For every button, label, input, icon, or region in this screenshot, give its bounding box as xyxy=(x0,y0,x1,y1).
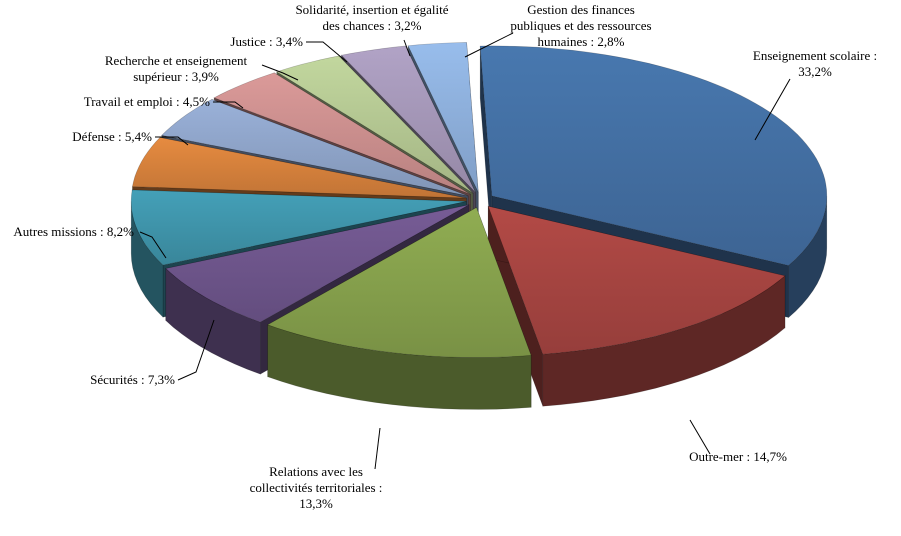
slice-label-line: Recherche et enseignement xyxy=(105,53,248,68)
leader-line-1 xyxy=(689,419,711,455)
leader-line-0 xyxy=(754,78,791,141)
leader-line-7 xyxy=(261,64,299,81)
slice-label-line: Sécurités : 7,3% xyxy=(90,372,175,387)
pie-slice-7 xyxy=(213,72,471,195)
slice-label-line: Gestion des finances xyxy=(527,2,635,17)
slice-labels: Enseignement scolaire :33,2% Outre-mer : … xyxy=(13,2,877,511)
leader-line-2 xyxy=(374,427,381,470)
leader-line-5 xyxy=(155,136,189,146)
pie-slice-3 xyxy=(165,204,470,323)
slice-label-8: Justice : 3,4% xyxy=(230,34,303,49)
leader-line-4 xyxy=(139,231,167,259)
leader-line-3 xyxy=(177,319,215,381)
slice-label-line: Outre-mer : 14,7% xyxy=(689,449,787,464)
slice-label-line: Justice : 3,4% xyxy=(230,34,303,49)
slice-label-line: publiques et des ressources xyxy=(510,18,651,33)
pie-slice-0 xyxy=(479,45,828,266)
pie-slice-10 xyxy=(407,42,479,193)
slice-label-line: Défense : 5,4% xyxy=(72,129,152,144)
slice-label-0: Enseignement scolaire :33,2% xyxy=(753,48,877,79)
slice-label-10: Gestion des finances publiques et des res… xyxy=(510,2,651,49)
pie-slice-8 xyxy=(275,55,474,194)
slice-label-line: collectivités territoriales : xyxy=(250,480,383,495)
slice-label-9: Solidarité, insertion et égalité des chan… xyxy=(295,2,448,33)
pie-slice-4 xyxy=(130,189,467,266)
slice-label-5: Défense : 5,4% xyxy=(72,129,152,144)
slice-label-4: Autres missions : 8,2% xyxy=(13,224,134,239)
slice-label-1: Outre-mer : 14,7% xyxy=(689,449,787,464)
slice-label-3: Sécurités : 7,3% xyxy=(90,372,175,387)
slice-label-line: humaines : 2,8% xyxy=(537,34,624,49)
slice-label-line: Relations avec les xyxy=(269,464,363,479)
leader-lines xyxy=(139,32,791,470)
pie-tops xyxy=(130,42,828,358)
slice-label-line: 13,3% xyxy=(299,496,333,511)
pie-slice-5 xyxy=(132,137,467,199)
pie-slice-6 xyxy=(161,99,469,197)
slice-label-2: Relations avec les collectivités territor… xyxy=(250,464,383,511)
slice-label-line: Enseignement scolaire : xyxy=(753,48,877,63)
slice-label-line: Solidarité, insertion et égalité xyxy=(295,2,448,17)
leader-line-6 xyxy=(213,101,244,109)
slice-label-line: des chances : 3,2% xyxy=(323,18,422,33)
leader-line-9 xyxy=(403,39,411,57)
slice-label-line: supérieur : 3,9% xyxy=(133,69,219,84)
slice-label-6: Travail et emploi : 4,5% xyxy=(84,94,210,109)
pie-slice-1 xyxy=(487,205,786,355)
leader-line-10 xyxy=(464,32,514,58)
slice-label-line: 33,2% xyxy=(798,64,832,79)
pie-slice-2 xyxy=(266,207,532,358)
slice-label-line: Travail et emploi : 4,5% xyxy=(84,94,210,109)
leader-line-8 xyxy=(306,41,348,63)
slice-label-7: Recherche et enseignement supérieur : 3,9… xyxy=(105,53,248,84)
pie-slice-9 xyxy=(340,45,476,193)
slice-label-line: Autres missions : 8,2% xyxy=(13,224,134,239)
